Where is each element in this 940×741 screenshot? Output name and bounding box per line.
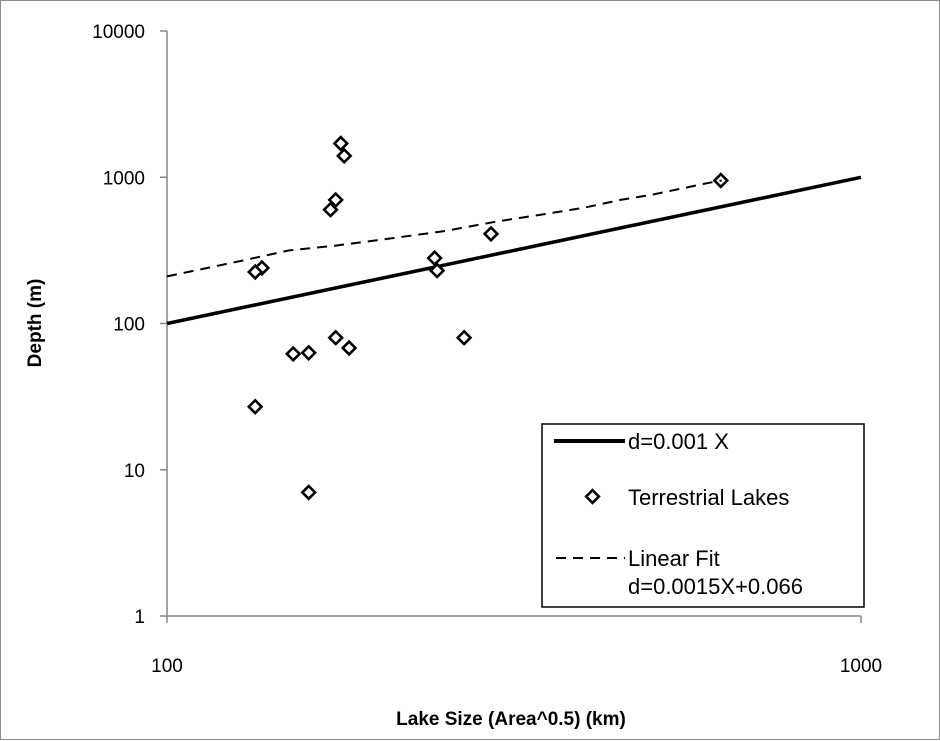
data-point-diamond <box>482 225 500 243</box>
data-point-diamond <box>340 339 358 357</box>
axes-layer: 1 10 100 1000 10000 100 1000 <box>92 22 882 677</box>
data-point-diamond <box>327 191 344 209</box>
legend-label-linear-fit: Linear Fit <box>628 546 720 571</box>
data-point-diamond <box>455 329 473 346</box>
y-axis-title: Depth (m) <box>25 279 46 368</box>
y-tick-label-10000: 10000 <box>92 22 145 43</box>
y-tick-label-100: 100 <box>113 315 145 336</box>
y-tick-label-10: 10 <box>124 461 145 482</box>
legend-label-terrestrial-lakes: Terrestrial Lakes <box>628 485 789 510</box>
x-axis-title: Lake Size (Area^0.5) (km) <box>396 709 626 730</box>
y-tick-label-1: 1 <box>134 607 145 628</box>
legend-diamond-marker <box>584 488 601 505</box>
x-tick-label-1000: 1000 <box>840 656 882 677</box>
data-point-diamond <box>300 484 317 501</box>
series-line-d-0-001-x <box>166 175 862 326</box>
legend: d=0.001 X Terrestrial Lakes Linear Fit d… <box>541 423 865 608</box>
data-point-diamond <box>332 135 350 152</box>
data-point-diamond <box>335 147 353 165</box>
data-point-diamond <box>428 262 446 279</box>
data-point-diamond <box>300 344 317 362</box>
data-point-diamond <box>327 329 344 346</box>
series-layer <box>166 135 862 501</box>
legend-box <box>541 423 865 608</box>
y-tick-label-1000: 1000 <box>103 168 145 189</box>
labels-layer: Lake Size (Area^0.5) (km) Depth (m) <box>25 279 626 730</box>
legend-label-linear-fit-equation: d=0.0015X+0.066 <box>628 574 803 599</box>
data-point-diamond <box>322 201 339 218</box>
series-line-linear-fit <box>166 179 722 278</box>
data-point-diamond <box>246 398 264 415</box>
x-tick-label-100: 100 <box>151 656 183 677</box>
data-point-diamond <box>284 345 302 363</box>
series-points-terrestrial-lakes <box>246 135 730 501</box>
legend-label-d-0-001-x: d=0.001 X <box>628 429 729 454</box>
data-point-diamond <box>426 249 443 267</box>
data-point-diamond <box>246 263 264 281</box>
